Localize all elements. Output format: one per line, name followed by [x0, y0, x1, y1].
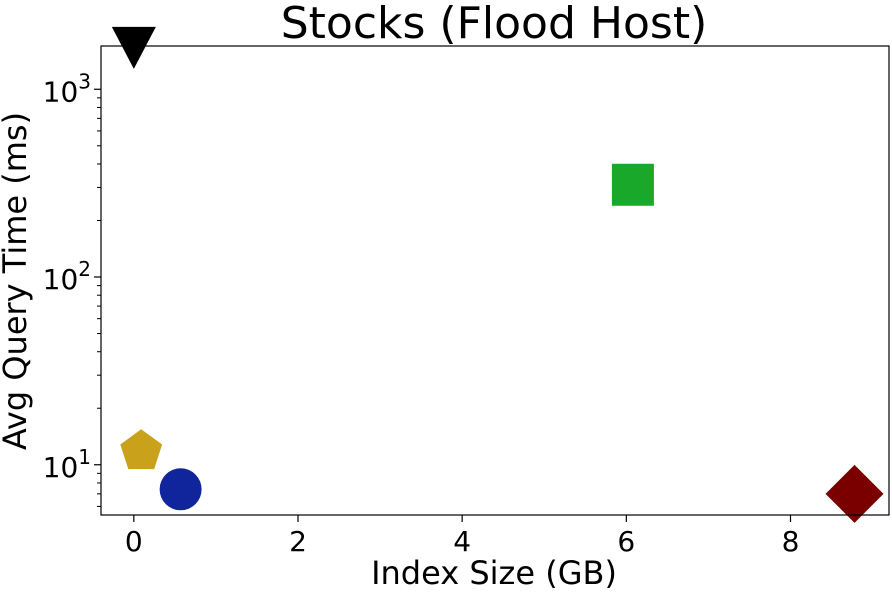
y-axis-label: Avg Query Time (ms) [0, 112, 34, 450]
points-layer [111, 26, 884, 523]
data-point-pentagon [120, 429, 163, 470]
data-point-circle [159, 468, 202, 511]
x-tick-label: 6 [617, 525, 635, 558]
chart-title: Stocks (Flood Host) [281, 0, 708, 49]
ticks-layer: 0 2 4 6 8 101 102 103 [43, 69, 800, 558]
data-point-square [611, 163, 654, 206]
x-tick-label: 0 [125, 525, 143, 558]
x-tick-label: 2 [289, 525, 307, 558]
plot-frame [100, 45, 890, 516]
data-point-triangle-down [111, 26, 156, 69]
x-axis-label: Index Size (GB) [371, 554, 617, 592]
y-tick-label: 102 [43, 257, 91, 296]
x-tick-label: 4 [453, 525, 471, 558]
y-tick-label: 101 [43, 445, 91, 484]
y-tick-label: 103 [43, 69, 91, 108]
x-tick-label: 8 [782, 525, 800, 558]
data-point-diamond [825, 464, 884, 523]
